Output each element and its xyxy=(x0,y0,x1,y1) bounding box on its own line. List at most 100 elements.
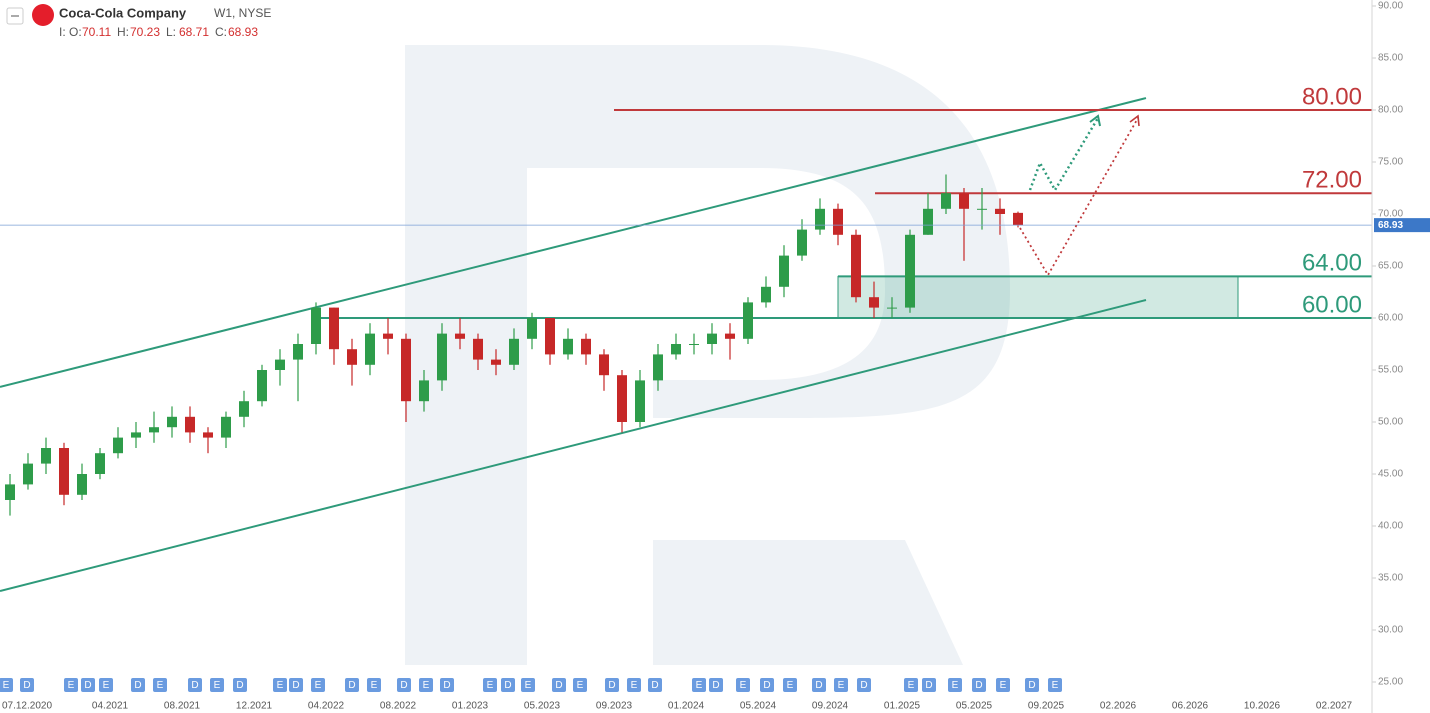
candle-body xyxy=(383,333,393,339)
event-box xyxy=(521,678,535,692)
candle-body xyxy=(563,338,573,355)
x-tick-label: 09.2023 xyxy=(596,701,633,712)
price-tag-label: 68.93 xyxy=(1378,220,1403,231)
candle-body xyxy=(689,344,699,345)
event-box xyxy=(812,678,826,692)
event-box xyxy=(573,678,587,692)
candle-body xyxy=(221,416,231,438)
candle-body xyxy=(797,229,807,256)
ohlc-l: 68.71 xyxy=(179,25,209,39)
candle-body xyxy=(311,307,321,344)
candle-body xyxy=(293,344,303,360)
candle-body xyxy=(5,484,15,500)
event-box xyxy=(1025,678,1039,692)
event-box xyxy=(972,678,986,692)
x-tick-label: 09.2024 xyxy=(812,701,849,712)
event-label: E xyxy=(908,680,915,691)
event-label: E xyxy=(740,680,747,691)
event-marker: E xyxy=(692,678,706,692)
event-label: E xyxy=(423,680,430,691)
ohlc-c-label: C: xyxy=(215,25,227,39)
event-label: D xyxy=(23,680,30,691)
candle-body xyxy=(23,463,33,485)
x-tick-label: 04.2021 xyxy=(92,701,129,712)
event-box xyxy=(834,678,848,692)
x-tick-label: 02.2026 xyxy=(1100,701,1137,712)
candle-body xyxy=(509,338,519,365)
x-tick-label: 05.2025 xyxy=(956,701,993,712)
event-label: D xyxy=(134,680,141,691)
candle-body xyxy=(347,349,357,365)
event-marker: E xyxy=(996,678,1010,692)
candle-body xyxy=(977,208,987,210)
event-box xyxy=(501,678,515,692)
event-label: E xyxy=(1000,680,1007,691)
event-label: E xyxy=(371,680,378,691)
event-marker: D xyxy=(440,678,454,692)
event-box xyxy=(311,678,325,692)
event-box xyxy=(210,678,224,692)
level-label: 64.00 xyxy=(1302,250,1362,277)
event-box xyxy=(783,678,797,692)
candle-body xyxy=(239,401,249,417)
event-box xyxy=(692,678,706,692)
event-label: E xyxy=(577,680,584,691)
symbol-name: Coca-Cola Company xyxy=(59,5,187,20)
event-label: E xyxy=(1052,680,1059,691)
candle-body xyxy=(185,416,195,433)
x-tick-label: 09.2025 xyxy=(1028,701,1065,712)
candle-body xyxy=(113,437,123,454)
event-box xyxy=(397,678,411,692)
candle-body xyxy=(905,234,915,308)
event-box xyxy=(627,678,641,692)
event-marker: E xyxy=(153,678,167,692)
ohlc-h: 70.23 xyxy=(130,25,160,39)
x-tick-label: 04.2022 xyxy=(308,701,345,712)
event-label: D xyxy=(763,680,770,691)
candle-body xyxy=(491,359,501,365)
event-label: E xyxy=(3,680,10,691)
event-label: E xyxy=(838,680,845,691)
event-label: D xyxy=(84,680,91,691)
symbol-meta: W1, NYSE xyxy=(214,6,271,20)
candle-body xyxy=(617,375,627,422)
event-marker: E xyxy=(1048,678,1062,692)
candle-body xyxy=(95,453,105,474)
event-marker: D xyxy=(812,678,826,692)
event-label: D xyxy=(975,680,982,691)
event-marker: E xyxy=(273,678,287,692)
x-tick-label: 01.2023 xyxy=(452,701,489,712)
candle-body xyxy=(707,333,717,344)
event-label: D xyxy=(555,680,562,691)
event-marker: D xyxy=(1025,678,1039,692)
event-marker: D xyxy=(188,678,202,692)
candle-body xyxy=(59,448,69,495)
event-label: D xyxy=(608,680,615,691)
event-box xyxy=(736,678,750,692)
candle-body xyxy=(437,333,447,381)
event-label: E xyxy=(157,680,164,691)
event-label: D xyxy=(191,680,198,691)
event-marker: D xyxy=(345,678,359,692)
event-box xyxy=(153,678,167,692)
x-tick-label: 05.2024 xyxy=(740,701,777,712)
event-marker: D xyxy=(857,678,871,692)
event-marker: E xyxy=(948,678,962,692)
event-box xyxy=(760,678,774,692)
candle-body xyxy=(653,354,663,381)
candle-body xyxy=(131,432,141,438)
event-marker: D xyxy=(552,678,566,692)
event-label: D xyxy=(925,680,932,691)
event-marker: E xyxy=(834,678,848,692)
candle-body xyxy=(473,338,483,360)
candle-body xyxy=(869,297,879,308)
event-label: D xyxy=(292,680,299,691)
event-box xyxy=(0,678,13,692)
event-marker: D xyxy=(605,678,619,692)
event-box xyxy=(440,678,454,692)
ohlc-h-label: H: xyxy=(117,25,129,39)
event-label: E xyxy=(487,680,494,691)
event-box xyxy=(188,678,202,692)
candle-body xyxy=(635,380,645,422)
